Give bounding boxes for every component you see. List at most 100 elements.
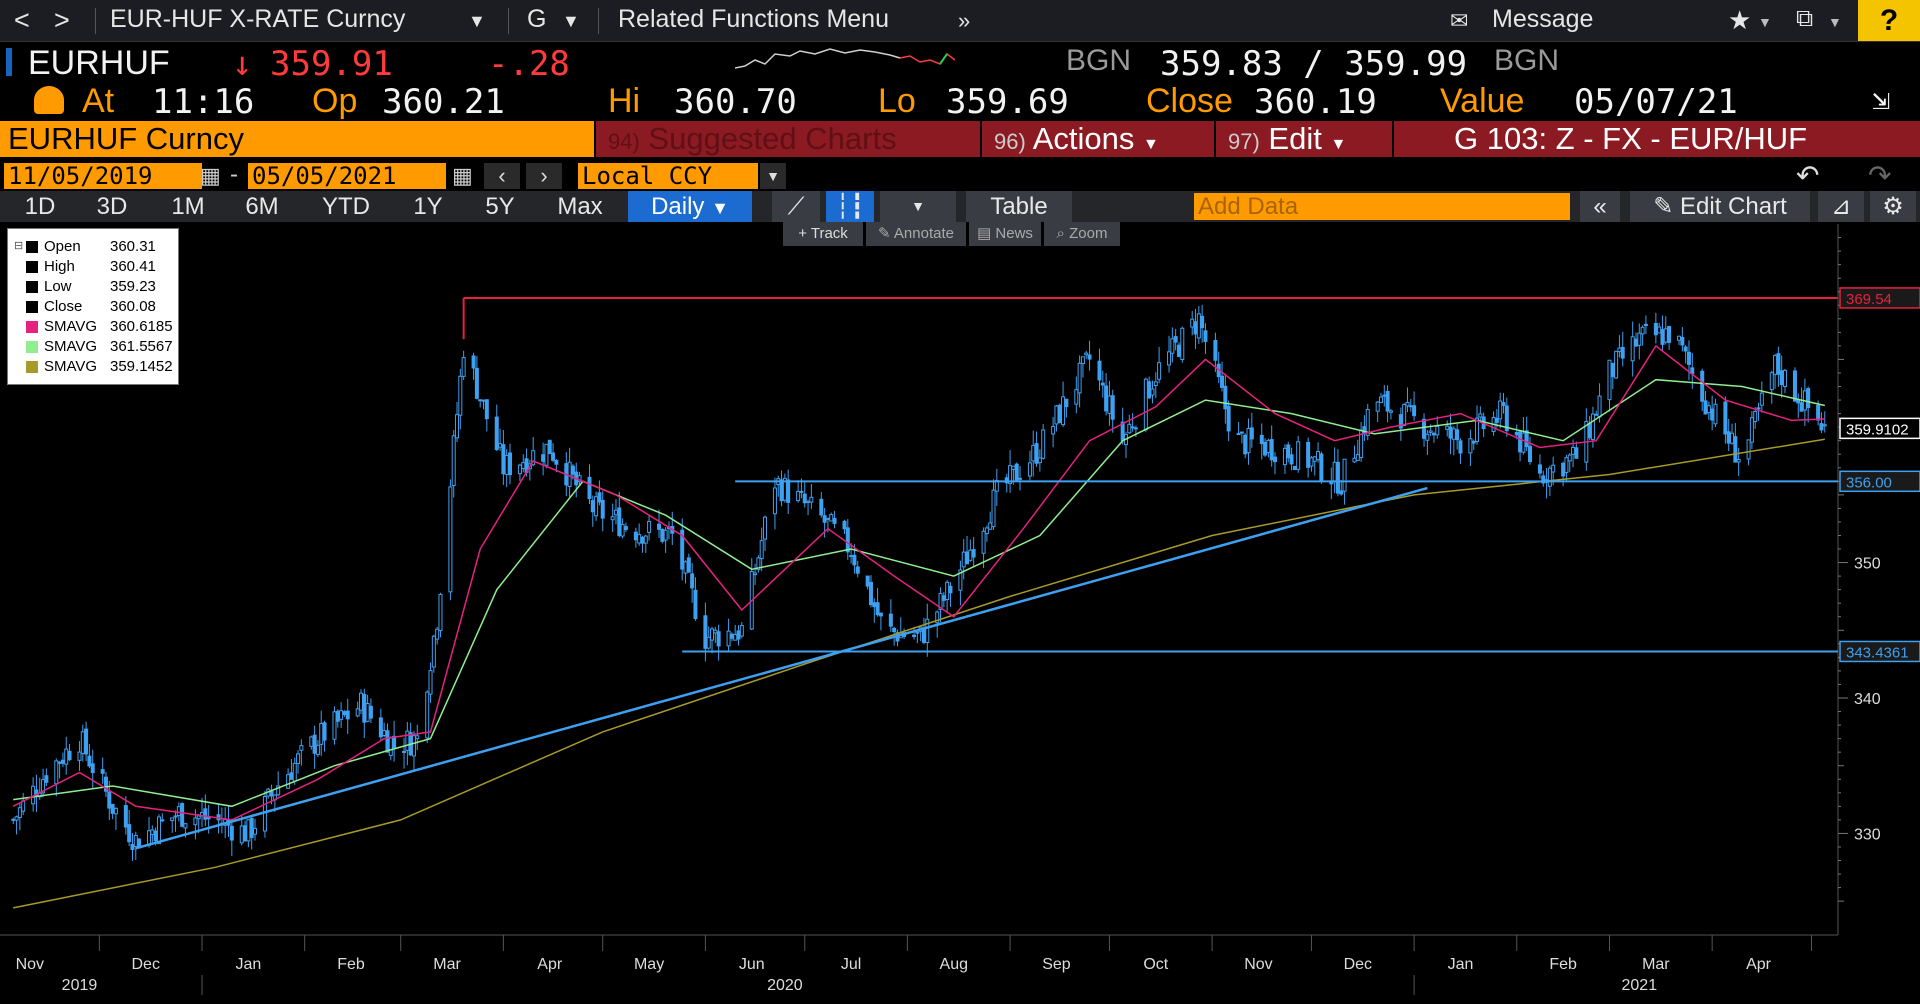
period-1d[interactable]: 1D (24, 193, 56, 220)
undo-icon[interactable]: ↶ (1796, 160, 1820, 191)
forward-button[interactable]: > (54, 5, 70, 35)
x-month-label: Mar (1642, 956, 1670, 973)
candle-body (481, 399, 486, 402)
period-1y[interactable]: 1Y (413, 193, 443, 220)
candle-body (474, 367, 479, 399)
candle-body (706, 636, 711, 649)
price-label: 359.9102 (1846, 421, 1909, 438)
candle-body (1730, 432, 1735, 444)
edit-label: Edit (1268, 121, 1322, 156)
candle-body (1335, 461, 1340, 494)
candle-body (1193, 321, 1198, 335)
annotate-tool[interactable]: ✎ Annotate (866, 222, 966, 246)
news-tool[interactable]: ▤ News (969, 222, 1041, 246)
candle-body (842, 520, 847, 530)
add-data-input[interactable]: Add Data (1194, 193, 1570, 220)
window-icon[interactable]: ⧉ (1796, 5, 1814, 32)
next-period-button[interactable]: › (526, 163, 562, 189)
function-dropdown[interactable]: G (527, 5, 547, 33)
legend-value: 359.23 (110, 278, 156, 295)
chart-settings-icon[interactable]: ⊿ (1818, 191, 1864, 222)
candle-body (1037, 457, 1042, 464)
x-month-label: Sep (1042, 956, 1071, 973)
x-month-label: Dec (131, 956, 159, 973)
zoom-tool[interactable]: ⌕ Zoom (1044, 222, 1120, 246)
value-date-label: Value (1440, 82, 1525, 120)
candle-body (1561, 462, 1566, 477)
double-chevron-icon[interactable]: » (958, 8, 971, 33)
candle-body (541, 454, 546, 462)
related-functions-menu[interactable]: Related Functions Menu (618, 5, 889, 33)
prev-period-button[interactable]: ‹ (484, 163, 520, 189)
period-ytd[interactable]: YTD (322, 193, 370, 220)
candle-body (1259, 434, 1264, 445)
calendar-icon[interactable]: ▦ (200, 163, 221, 188)
chevron-down-icon[interactable]: ▼ (468, 11, 486, 31)
security-dropdown[interactable]: EUR-HUF X-RATE Curncy (110, 5, 406, 33)
chevron-down-icon[interactable]: ▼ (760, 163, 786, 189)
candle-body (1816, 404, 1821, 421)
candle-body (772, 487, 777, 515)
suggested-charts-button[interactable]: 94) Suggested Charts (596, 121, 980, 157)
candle-body (1567, 454, 1572, 462)
price-label: 356.00 (1846, 474, 1892, 491)
candle-body (296, 753, 301, 764)
candle-body (620, 524, 625, 537)
chevron-down-icon[interactable]: ▼ (1758, 14, 1772, 30)
close-value: 360.19 (1254, 82, 1377, 122)
gear-icon[interactable]: ⚙ (1870, 191, 1916, 222)
table-button[interactable]: Table (966, 191, 1072, 222)
x-month-label: Feb (337, 956, 365, 973)
period-max[interactable]: Max (557, 193, 603, 220)
candlestick-icon[interactable]: ┆┇ (826, 191, 874, 222)
candle-body (1339, 490, 1344, 495)
collapse-icon[interactable]: « (1580, 191, 1620, 222)
candle-body (54, 760, 59, 785)
period-1m[interactable]: 1M (171, 193, 205, 220)
collapse-icon[interactable]: ⊟ (14, 240, 24, 252)
security-field[interactable]: EURHUF Curncy (0, 121, 594, 157)
currency-field[interactable]: Local CCY (578, 163, 758, 189)
candle-body (1597, 395, 1602, 418)
candle-body (332, 711, 337, 740)
period-6m[interactable]: 6M (245, 193, 279, 220)
chevron-down-icon[interactable]: ▼ (1828, 14, 1842, 30)
envelope-icon[interactable]: ✉ (1450, 8, 1469, 33)
calendar-icon[interactable]: ▦ (452, 163, 473, 188)
candle-body (501, 444, 506, 475)
candle-body (680, 529, 685, 570)
candle-body (14, 816, 19, 821)
line-chart-icon[interactable]: ⟋ (772, 191, 820, 222)
candle-body (756, 557, 761, 571)
candle-body (872, 602, 877, 608)
start-date-field[interactable]: 11/05/2019 (4, 163, 202, 189)
expand-icon[interactable]: ⇲ (1872, 82, 1891, 117)
actions-button[interactable]: 96) Actions ▼ (982, 121, 1214, 157)
y-tick-label: 340 (1854, 691, 1881, 708)
period-5y[interactable]: 5Y (485, 193, 515, 220)
candle-body (87, 755, 92, 767)
chevron-down-icon[interactable]: ▼ (562, 11, 580, 31)
chevron-down-icon[interactable]: ▼ (880, 191, 956, 222)
back-button[interactable]: < (14, 5, 30, 35)
frequency-dropdown[interactable]: Daily ▼ (628, 191, 752, 222)
edit-chart-button[interactable]: ✎ Edit Chart (1630, 191, 1810, 222)
gauge-icon (34, 86, 64, 114)
help-button[interactable]: ? (1858, 0, 1920, 41)
suggested-label: Suggested Charts (648, 121, 897, 156)
smavg-olive-line (13, 438, 1825, 909)
candle-body (1680, 337, 1685, 346)
candle-body (1700, 370, 1705, 402)
candle-body (411, 735, 416, 757)
message-button[interactable]: Message (1492, 5, 1594, 33)
end-date-field[interactable]: 05/05/2021 (248, 163, 446, 189)
chevron-down-icon: ▼ (1330, 136, 1347, 153)
price-chart[interactable]: 330 340 350 Nov Dec Jan Feb Mar Apr May Jun Jul Aug S… (0, 222, 1920, 1004)
candle-body (1478, 413, 1483, 418)
edit-button[interactable]: 97) Edit ▼ (1216, 121, 1392, 157)
candle-body (968, 549, 973, 561)
track-tool[interactable]: + Track (783, 222, 863, 246)
star-icon[interactable]: ★ (1728, 5, 1752, 35)
redo-icon[interactable]: ↷ (1868, 160, 1892, 191)
period-3d[interactable]: 3D (96, 193, 128, 220)
